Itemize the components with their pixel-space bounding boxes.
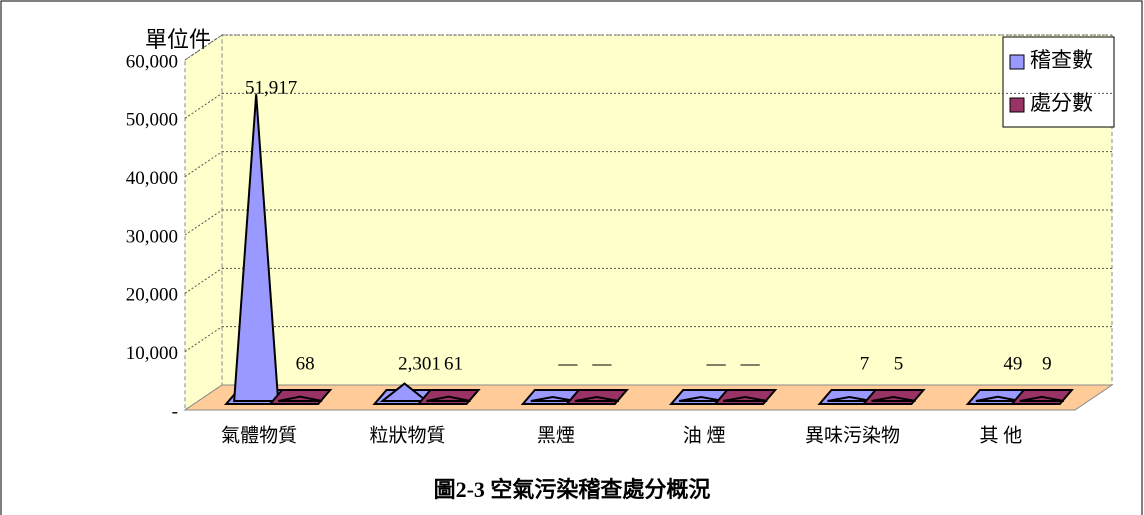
- cone: [267, 389, 333, 405]
- cone-body: [1019, 395, 1065, 402]
- cone: [861, 389, 926, 405]
- cone: [520, 389, 586, 405]
- x-tick-label: 黑煙: [537, 424, 575, 446]
- data-label: 49: [1003, 353, 1022, 374]
- x-tick-label: 其 他: [979, 424, 1022, 446]
- legend-label: 稽查數: [1030, 48, 1093, 72]
- y-axis-label: 單位件: [145, 27, 211, 52]
- grid-line: [184, 326, 223, 353]
- cone-body: [574, 395, 620, 402]
- cone-body: [827, 395, 872, 402]
- grid-line: [184, 151, 223, 178]
- data-label: 5: [894, 353, 904, 374]
- legend-swatch: [1009, 54, 1025, 70]
- legend-label: 處分數: [1030, 91, 1093, 115]
- data-label: —: [740, 353, 761, 374]
- cone: [416, 389, 481, 405]
- side-wall: [184, 34, 223, 411]
- cone-body: [233, 94, 280, 402]
- grid-line: [184, 267, 223, 294]
- data-label: —: [557, 353, 578, 374]
- grid-line: [184, 34, 223, 61]
- y-tick-label: 10,000: [126, 343, 178, 364]
- y-tick-label: 40,000: [126, 168, 178, 189]
- cone-body: [530, 395, 576, 402]
- cone: [1009, 389, 1075, 405]
- x-tick-label: 油 煙: [683, 424, 726, 446]
- legend-swatch: [1009, 97, 1025, 113]
- cone: [564, 389, 630, 405]
- y-tick-label: 20,000: [126, 285, 178, 306]
- y-tick-label: 30,000: [126, 226, 178, 247]
- y-tick-label: 50,000: [126, 110, 178, 131]
- cone: [223, 94, 289, 405]
- x-tick-label: 粒狀物質: [369, 424, 445, 446]
- x-tick-label: 異味污染物: [805, 424, 900, 446]
- data-label: 51,917: [245, 78, 297, 99]
- cone-body: [871, 395, 916, 402]
- cone-body: [426, 395, 471, 402]
- cone-body: [678, 395, 724, 402]
- data-label: —: [591, 353, 612, 374]
- y-tick-label: -: [172, 401, 178, 422]
- data-label: 61: [444, 353, 463, 374]
- cone-body: [379, 382, 430, 402]
- data-label: 68: [296, 353, 315, 374]
- grid-line: [184, 209, 223, 236]
- chart-title: 圖2-3 空氣污染稽查處分概況: [434, 477, 711, 502]
- cone-body: [722, 395, 768, 402]
- cone-body: [975, 395, 1021, 402]
- y-tick-label: 60,000: [126, 51, 178, 72]
- data-label: 9: [1042, 353, 1052, 374]
- grid-line: [184, 92, 223, 119]
- data-label: —: [706, 353, 727, 374]
- data-label: 2,301: [398, 353, 441, 374]
- cone-body: [277, 395, 323, 402]
- x-tick-label: 氣體物質: [221, 424, 297, 446]
- data-label: 7: [860, 353, 870, 374]
- cone: [712, 389, 778, 405]
